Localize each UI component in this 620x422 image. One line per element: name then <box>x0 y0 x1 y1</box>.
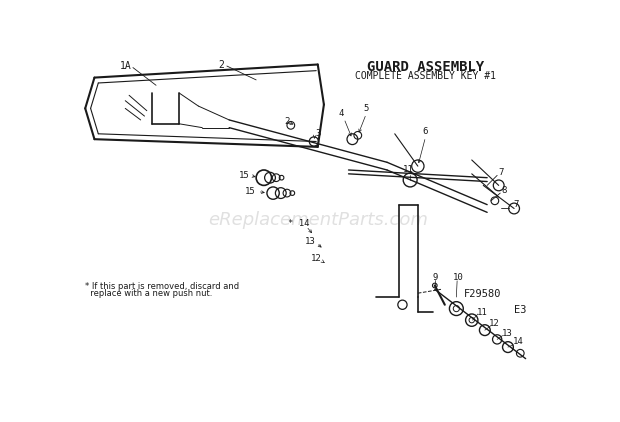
Text: 15: 15 <box>245 187 255 196</box>
Text: replace with a new push nut.: replace with a new push nut. <box>85 289 213 298</box>
Text: 13: 13 <box>502 330 513 338</box>
Text: 6: 6 <box>423 127 428 136</box>
Text: 4: 4 <box>338 109 343 118</box>
Text: GUARD ASSEMBLY: GUARD ASSEMBLY <box>367 60 484 74</box>
Text: E3: E3 <box>514 305 526 315</box>
Text: 13: 13 <box>304 237 316 246</box>
Text: 11: 11 <box>403 165 414 174</box>
Text: 15: 15 <box>239 171 250 180</box>
Text: 11: 11 <box>476 308 487 317</box>
Text: 12: 12 <box>311 254 322 263</box>
Text: 9: 9 <box>432 273 438 282</box>
Text: F29580: F29580 <box>464 289 502 299</box>
Text: 2: 2 <box>219 60 224 70</box>
Text: 7: 7 <box>513 200 518 209</box>
Text: * 14: * 14 <box>288 219 309 228</box>
Text: 7: 7 <box>498 168 503 177</box>
Text: 8: 8 <box>502 186 507 195</box>
Text: 3: 3 <box>315 129 321 138</box>
Text: COMPLETE ASSEMBLY KEY #1: COMPLETE ASSEMBLY KEY #1 <box>355 70 496 81</box>
Text: 2: 2 <box>284 117 290 126</box>
Text: eReplacementParts.com: eReplacementParts.com <box>208 211 428 229</box>
Text: 1A: 1A <box>120 61 131 71</box>
Text: 12: 12 <box>489 319 500 328</box>
Text: 10: 10 <box>453 273 464 282</box>
Text: 5: 5 <box>363 104 369 113</box>
Text: 14: 14 <box>513 337 523 346</box>
Text: * If this part is removed, discard and: * If this part is removed, discard and <box>85 281 239 291</box>
